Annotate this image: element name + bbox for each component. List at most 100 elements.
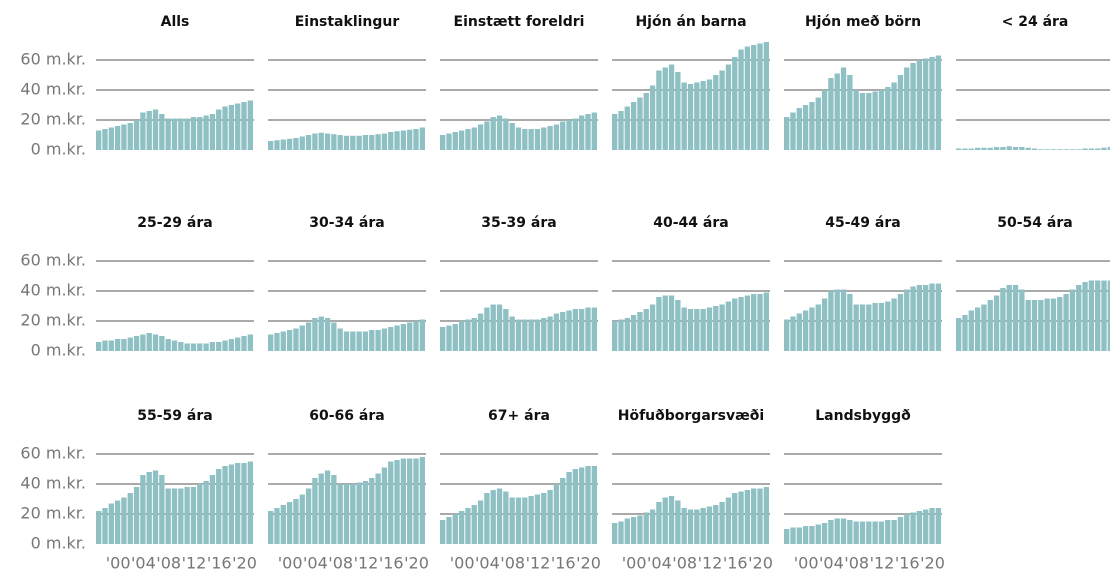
bar: [904, 67, 910, 150]
bar: [96, 342, 102, 351]
bar: [1000, 288, 1006, 351]
bar: [534, 319, 541, 351]
bar: [553, 313, 560, 351]
y-tick-label: 40 m.kr.: [20, 474, 86, 493]
bar: [465, 319, 471, 351]
bar: [108, 340, 114, 351]
bar: [840, 67, 847, 150]
bar: [840, 518, 847, 544]
bar: [897, 75, 904, 150]
bar: [560, 478, 566, 544]
y-tick-label: 0 m.kr.: [31, 341, 86, 360]
bar: [962, 315, 968, 351]
panel-title: 35-39 ára: [481, 215, 556, 231]
bar: [751, 488, 757, 544]
bar: [725, 301, 732, 351]
bar: [815, 524, 821, 544]
bar: [413, 129, 419, 150]
bar: [643, 93, 649, 150]
bar: [987, 147, 993, 150]
bar: [637, 97, 643, 150]
bar: [268, 334, 274, 351]
bar: [706, 506, 713, 544]
bar: [579, 309, 585, 351]
bar: [719, 70, 725, 150]
bar: [572, 469, 579, 544]
bar: [784, 117, 790, 150]
y-tick-label: 40 m.kr.: [20, 80, 86, 99]
bar: [547, 126, 553, 150]
bar: [649, 509, 656, 544]
bar: [293, 138, 299, 150]
bar: [534, 494, 541, 544]
bar: [796, 313, 802, 351]
bar: [369, 330, 375, 351]
bar: [96, 130, 102, 150]
bar: [458, 130, 465, 150]
x-tick-label: '16: [895, 554, 920, 572]
bar: [1063, 149, 1069, 150]
bar: [369, 478, 375, 544]
y-tick-label: 0 m.kr.: [31, 140, 86, 159]
bar: [388, 132, 394, 150]
bar: [522, 319, 528, 351]
bar: [904, 514, 910, 544]
bar: [1101, 280, 1107, 351]
panel-title: < 24 ára: [1002, 14, 1069, 30]
bar: [700, 508, 706, 544]
bar: [872, 521, 878, 544]
bar: [440, 520, 446, 544]
bar: [184, 487, 190, 544]
bar: [612, 523, 618, 544]
bar: [268, 141, 274, 150]
bar: [935, 55, 941, 150]
bar: [165, 488, 171, 544]
bar: [247, 100, 253, 150]
bar: [133, 487, 140, 544]
bar: [815, 97, 821, 150]
bar: [885, 301, 891, 351]
bar: [694, 509, 700, 544]
x-tick-label: '08: [500, 554, 525, 572]
bar: [1012, 285, 1019, 351]
bar: [318, 132, 324, 150]
bar: [859, 93, 866, 150]
bar: [834, 289, 840, 351]
bar: [624, 106, 630, 150]
bar: [618, 521, 624, 544]
bar: [821, 90, 828, 150]
bar: [566, 310, 572, 351]
bar: [446, 133, 452, 150]
bar: [484, 307, 490, 351]
bar: [222, 340, 228, 351]
panel-title: 30-34 ára: [309, 215, 384, 231]
bar: [465, 129, 471, 150]
bar: [381, 328, 388, 351]
bar: [190, 343, 197, 351]
bar: [1069, 149, 1076, 150]
bar: [247, 461, 253, 544]
bar: [152, 109, 159, 150]
bar: [146, 111, 152, 150]
bar: [853, 90, 859, 150]
bar: [152, 470, 159, 544]
bar: [885, 87, 891, 150]
bar: [828, 520, 834, 544]
bar: [381, 133, 388, 150]
bar: [694, 309, 700, 351]
bar: [541, 318, 547, 351]
bar: [802, 526, 809, 544]
x-tick-label: '00: [278, 554, 303, 572]
bar: [159, 336, 165, 351]
bar: [165, 339, 171, 351]
panel-title: Einstætt foreldri: [454, 14, 585, 30]
bar: [802, 105, 809, 150]
y-tick-label: 20 m.kr.: [20, 311, 86, 330]
bar: [840, 289, 847, 351]
bar: [585, 466, 591, 544]
bar: [400, 324, 407, 351]
bar: [509, 123, 515, 150]
bar: [362, 331, 369, 351]
bar: [452, 324, 458, 351]
x-tick-label: '20: [576, 554, 601, 572]
